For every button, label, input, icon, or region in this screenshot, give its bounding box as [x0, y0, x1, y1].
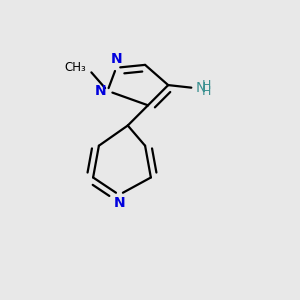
- Text: N: N: [196, 81, 206, 95]
- Text: N: N: [95, 84, 107, 98]
- Text: N: N: [113, 196, 125, 210]
- Text: N: N: [110, 52, 122, 66]
- Text: H: H: [202, 85, 211, 98]
- Text: H: H: [202, 79, 211, 92]
- Text: CH₃: CH₃: [65, 61, 86, 74]
